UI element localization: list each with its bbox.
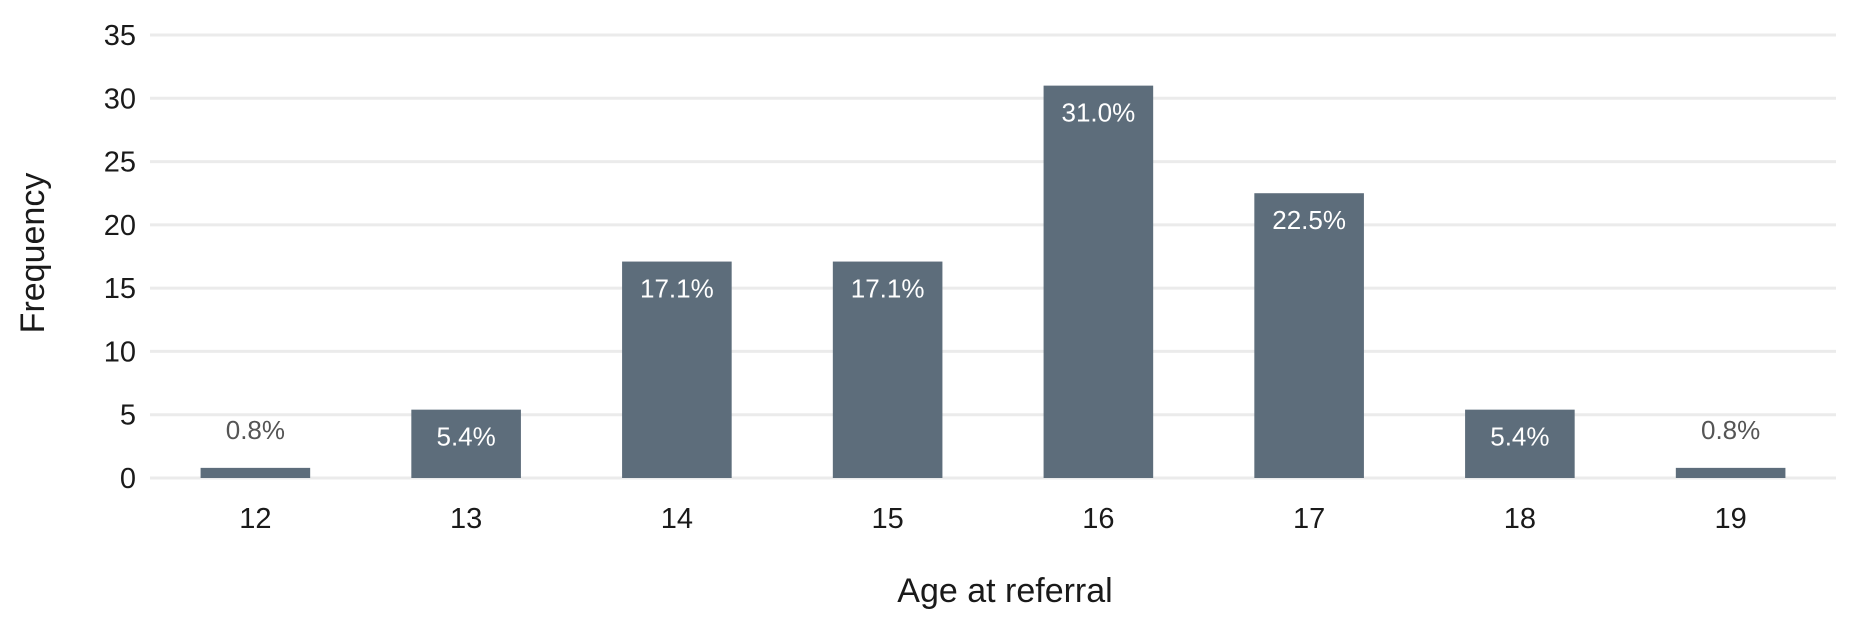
x-tick-label: 12 — [239, 503, 271, 535]
y-tick-label: 30 — [104, 83, 136, 115]
bar-data-label: 0.8% — [226, 415, 285, 445]
y-axis-ticks: 0 5 10 15 20 25 30 35 — [104, 20, 136, 495]
y-tick-label: 35 — [104, 20, 136, 52]
bar-data-label: 5.4% — [1490, 422, 1549, 452]
bar — [622, 261, 732, 478]
bar — [200, 467, 311, 478]
bar-data-label: 0.8% — [1701, 415, 1760, 445]
x-axis-title: Age at referral — [897, 572, 1112, 610]
bar — [1465, 409, 1575, 478]
x-tick-label: 13 — [450, 503, 482, 535]
x-tick-label: 17 — [1293, 503, 1325, 535]
x-tick-label: 19 — [1714, 503, 1746, 535]
bars — [200, 85, 1786, 478]
y-tick-label: 25 — [104, 147, 136, 179]
x-axis-ticks: 12 13 14 15 16 17 18 19 — [239, 503, 1747, 535]
y-tick-label: 0 — [120, 463, 136, 495]
y-tick-label: 10 — [104, 336, 136, 368]
y-tick-label: 15 — [104, 273, 136, 305]
y-axis-title: Frequency — [14, 173, 52, 334]
bar-data-label: 17.1% — [851, 274, 925, 304]
data-labels: 0.8% 5.4% 17.1% 17.1% 31.0% 22.5% 5.4% 0.8% — [226, 98, 1761, 452]
x-tick-label: 16 — [1082, 503, 1114, 535]
bar-data-label: 5.4% — [436, 422, 495, 452]
y-tick-label: 5 — [120, 400, 136, 432]
bar — [411, 409, 521, 478]
bar-data-label: 22.5% — [1272, 205, 1346, 235]
bar — [1043, 85, 1154, 478]
bar-data-label: 31.0% — [1062, 98, 1136, 128]
x-tick-label: 18 — [1504, 503, 1536, 535]
x-tick-label: 15 — [871, 503, 903, 535]
bar — [832, 261, 943, 478]
bar — [1254, 193, 1364, 478]
bar-data-label: 17.1% — [640, 274, 714, 304]
gridlines — [150, 33, 1836, 480]
x-tick-label: 14 — [661, 503, 693, 535]
y-tick-label: 20 — [104, 210, 136, 242]
bar — [1675, 467, 1786, 478]
